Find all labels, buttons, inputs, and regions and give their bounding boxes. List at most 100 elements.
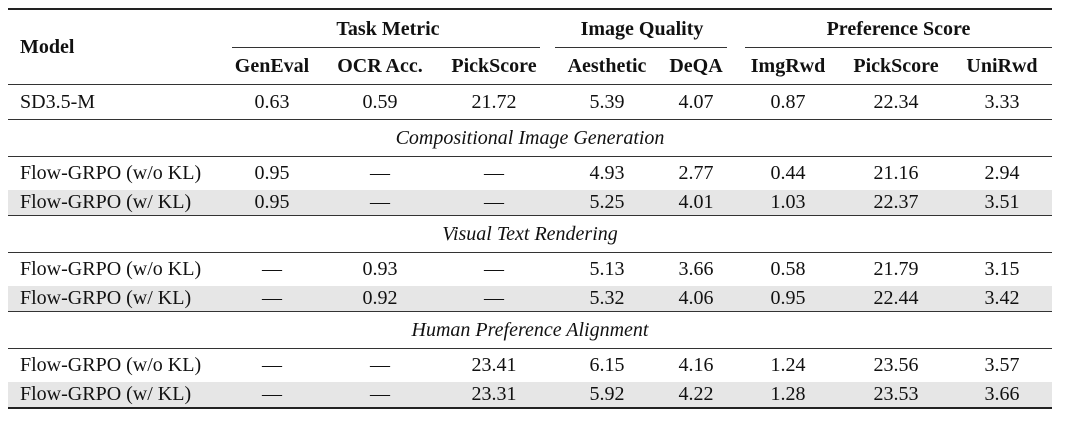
section-rule — [8, 215, 1052, 216]
model-column-header: Model — [20, 35, 75, 58]
value-cell: 22.34 — [873, 90, 919, 113]
value-cell: 3.33 — [984, 90, 1020, 113]
col-deqa: DeQA — [669, 54, 723, 77]
value-cell: 0.93 — [362, 258, 398, 280]
col-ocr-acc: OCR Acc. — [337, 54, 423, 77]
value-cell: 21.79 — [873, 258, 919, 280]
value-cell: — — [262, 354, 282, 376]
column-header-row: GenEval OCR Acc. PickScore Aesthetic DeQ… — [8, 48, 1052, 84]
section-rule — [8, 119, 1052, 120]
group-underline-task — [232, 47, 540, 48]
table-header: Model Task Metric Image Quality Preferen… — [8, 10, 1052, 84]
value-cell: — — [484, 191, 504, 213]
table-row: SD3.5-M 0.63 0.59 21.72 5.39 4.07 0.87 2… — [8, 85, 1052, 119]
col-unirwd: UniRwd — [966, 54, 1038, 77]
value-cell: 5.39 — [589, 90, 625, 113]
model-name: Flow-GRPO (w/ KL) — [20, 383, 192, 405]
group-header-row: Task Metric Image Quality Preference Sco… — [8, 10, 1052, 48]
value-cell: — — [484, 162, 504, 184]
value-cell: 3.66 — [678, 258, 714, 280]
value-cell: 4.16 — [678, 354, 714, 376]
value-cell: 6.15 — [589, 354, 625, 376]
value-cell: 3.51 — [984, 191, 1020, 213]
value-cell: 3.57 — [984, 354, 1020, 376]
col-geneval: GenEval — [234, 54, 310, 77]
group-image-quality: Image Quality — [580, 17, 704, 40]
model-name: Flow-GRPO (w/o KL) — [20, 258, 202, 280]
value-cell: — — [262, 383, 282, 405]
value-cell: 0.92 — [362, 287, 398, 309]
value-cell: 3.42 — [984, 287, 1020, 309]
value-cell: 4.22 — [678, 383, 714, 405]
value-cell: 4.07 — [678, 90, 714, 113]
value-cell: 23.41 — [471, 354, 517, 376]
value-cell: 21.16 — [873, 162, 919, 184]
results-table: Model Task Metric Image Quality Preferen… — [8, 8, 1052, 409]
value-cell: 2.94 — [984, 162, 1020, 184]
value-cell: 23.53 — [873, 383, 919, 405]
value-cell: 0.63 — [254, 90, 290, 113]
col-aesthetic: Aesthetic — [567, 54, 647, 77]
value-cell: 1.03 — [770, 191, 806, 213]
model-name: SD3.5-M — [20, 90, 96, 113]
model-name: Flow-GRPO (w/o KL) — [20, 162, 202, 184]
model-name: Flow-GRPO (w/o KL) — [20, 354, 202, 376]
col-imgrwd: ImgRwd — [750, 54, 826, 77]
table-row: Flow-GRPO (w/ KL) — — 23.31 5.92 4.22 1.… — [8, 382, 1052, 407]
value-cell: — — [484, 287, 504, 309]
section-rule — [8, 252, 1052, 253]
table-row: Flow-GRPO (w/ KL) — 0.92 — 5.32 4.06 0.9… — [8, 286, 1052, 311]
group-underline-preference — [745, 47, 1052, 48]
value-cell: — — [370, 354, 390, 376]
value-cell: 2.77 — [678, 162, 714, 184]
model-name: Flow-GRPO (w/ KL) — [20, 191, 192, 213]
value-cell: 3.66 — [984, 383, 1020, 405]
value-cell: 0.95 — [770, 287, 806, 309]
group-underline-quality — [555, 47, 727, 48]
value-cell: 22.37 — [873, 191, 919, 213]
value-cell: — — [484, 258, 504, 280]
value-cell: 5.25 — [589, 191, 625, 213]
bottom-rule — [8, 407, 1052, 409]
group-preference-score: Preference Score — [826, 17, 971, 40]
value-cell: — — [262, 287, 282, 309]
value-cell: — — [370, 383, 390, 405]
table-row: Flow-GRPO (w/o KL) 0.95 — — 4.93 2.77 0.… — [8, 157, 1052, 190]
value-cell: 1.28 — [770, 383, 806, 405]
value-cell: 0.95 — [254, 162, 290, 184]
value-cell: 5.13 — [589, 258, 625, 280]
value-cell: 5.92 — [589, 383, 625, 405]
top-rule — [8, 8, 1052, 10]
value-cell: 23.56 — [873, 354, 919, 376]
value-cell: 4.01 — [678, 191, 714, 213]
table-row: Flow-GRPO (w/o KL) — 0.93 — 5.13 3.66 0.… — [8, 253, 1052, 286]
table-row: Flow-GRPO (w/o KL) — — 23.41 6.15 4.16 1… — [8, 349, 1052, 382]
value-cell: 0.44 — [770, 162, 806, 184]
value-cell: 4.06 — [678, 287, 714, 309]
col-pickscore-pref: PickScore — [853, 54, 939, 77]
value-cell: — — [262, 258, 282, 280]
section-rule — [8, 348, 1052, 349]
header-rule — [8, 84, 1052, 85]
group-task-metric: Task Metric — [336, 17, 440, 40]
value-cell: 0.59 — [362, 90, 398, 113]
value-cell: 0.95 — [254, 191, 290, 213]
section-rule — [8, 156, 1052, 157]
section-rule — [8, 311, 1052, 312]
section-title-compositional: Compositional Image Generation — [395, 126, 665, 149]
value-cell: 4.93 — [589, 162, 625, 184]
value-cell: 5.32 — [589, 287, 625, 309]
col-pickscore-task: PickScore — [451, 54, 537, 77]
value-cell: — — [370, 191, 390, 213]
section-title-human-preference: Human Preference Alignment — [411, 318, 649, 341]
value-cell: 21.72 — [471, 90, 517, 113]
value-cell: 22.44 — [873, 287, 919, 309]
model-name: Flow-GRPO (w/ KL) — [20, 287, 192, 309]
section-title-visual-text: Visual Text Rendering — [442, 222, 618, 245]
value-cell: 3.15 — [984, 258, 1020, 280]
table-row: Flow-GRPO (w/ KL) 0.95 — — 5.25 4.01 1.0… — [8, 190, 1052, 215]
value-cell: 23.31 — [471, 383, 517, 405]
value-cell: 0.58 — [770, 258, 806, 280]
value-cell: — — [370, 162, 390, 184]
value-cell: 0.87 — [770, 90, 806, 113]
